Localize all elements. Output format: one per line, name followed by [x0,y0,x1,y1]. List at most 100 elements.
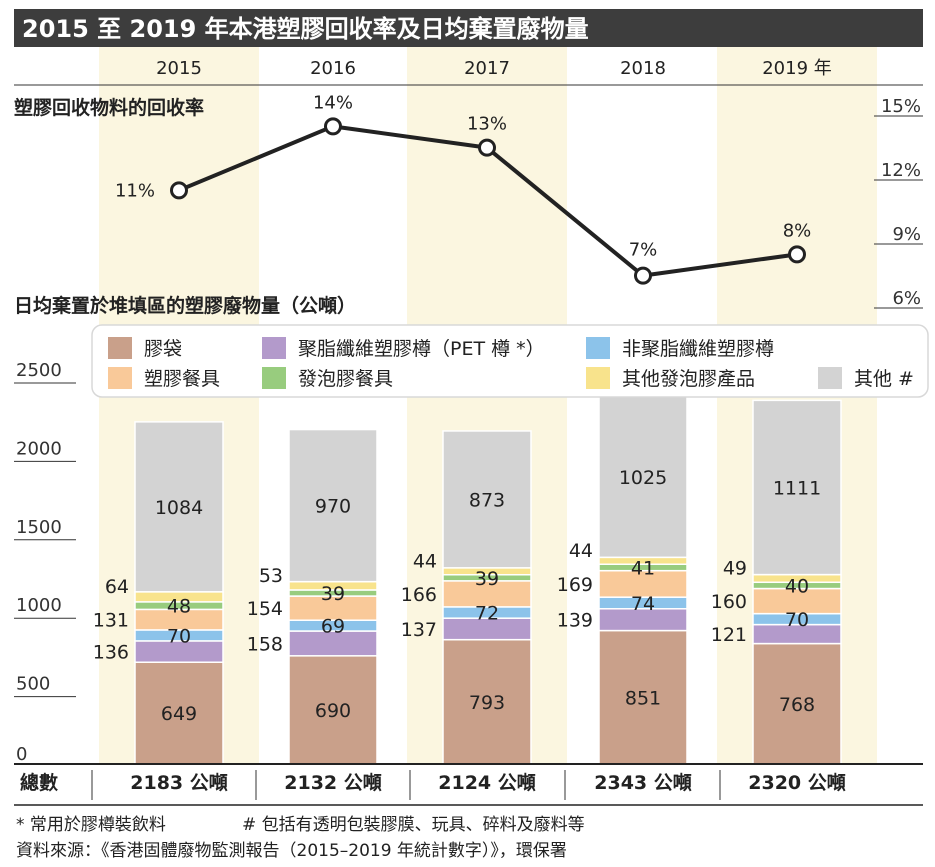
bar-value-label: 121 [711,624,747,646]
bar-segment-other [752,399,842,576]
recovery-rate-line: 11% 14% 13% 7% 8% [115,92,812,285]
legend-label: 塑膠餐具 [144,368,220,390]
bar-value-label: 970 [315,496,351,518]
year-label: 2018 [620,58,666,79]
total-value: 2124 公噸 [438,771,536,794]
bar-segment-other [598,395,688,559]
bar-value-label: 131 [93,610,129,632]
rate-tick-label: 6% [892,288,921,309]
totals-row: 2183 公噸 2132 公噸 2124 公噸 2343 公噸 2320 公噸 [91,770,846,800]
legend-label: 聚脂纖維塑膠樽（PET 樽 *） [298,338,545,360]
stacked-bars: 649 136 70 131 48 64 1084 690 158 69 154 39 53 970 793… [93,395,842,765]
total-value: 2183 公噸 [130,771,228,794]
total-value: 2320 公噸 [748,771,846,794]
bar-value-label: 1111 [773,477,821,499]
year-label: 2019 年 [762,58,832,79]
bar-chart-title: 日均棄置於堆填區的塑膠廢物量（公噸） [14,294,356,317]
bar-segment-tableware [752,587,842,615]
legend-swatch-foam [262,367,286,389]
legend-swatch-tableware [108,367,132,389]
bar-segment-bag [442,638,532,765]
total-value: 2132 公噸 [284,771,382,794]
bar-value-label: 137 [401,619,437,641]
year-label: 2017 [464,58,510,79]
footnote-other: # 包括有透明包裝膠膜、玩具、碎料及廢料等 [242,815,585,835]
line-chart-title: 塑膠回收物料的回收率 [14,96,204,119]
legend-swatch-pet [262,337,286,359]
bar-value-label: 851 [625,687,661,709]
bar-value-label: 49 [723,557,747,579]
bar-value-label: 166 [401,584,437,606]
rate-tick-label: 9% [892,224,921,245]
year-label: 2016 [310,58,356,79]
bar-value-label: 158 [247,633,283,655]
bar-value-label: 793 [469,692,505,714]
bar-value-label: 169 [557,574,593,596]
year-header: 2015 2016 2017 2018 2019 年 [156,58,832,79]
year-label: 2015 [156,58,202,79]
bar-segment-other [134,421,224,593]
bar-value-label: 154 [247,598,283,620]
bar-segment-other [288,428,378,583]
rate-tick-label: 12% [881,160,921,181]
recovery-rate-axis: 6% 9% 12% 15% [874,96,923,309]
bar-value-label: 44 [569,540,593,562]
bar-value-label: 160 [711,591,747,613]
bar-value-label: 649 [161,703,197,725]
legend-label: 其他 # [854,368,914,390]
bar-value-label: 39 [475,568,499,590]
legend-swatch-bag [108,337,132,359]
legend-box [91,324,929,398]
legend-label: 其他發泡膠產品 [622,368,755,390]
bar-value-label: 873 [469,489,505,511]
bar-value-label: 70 [167,625,191,647]
bar-value-label: 74 [631,593,655,615]
bar-value-label: 39 [321,583,345,605]
legend-label: 非聚脂纖維塑膠樽 [622,338,774,360]
rate-value-label: 13% [467,114,507,135]
bar-value-label: 72 [475,603,499,625]
bar-value-label: 64 [105,576,129,598]
rate-point [478,138,496,157]
tonnage-tick-label: 1500 [16,517,62,538]
legend-label: 膠袋 [144,338,182,360]
bar-value-label: 70 [785,609,809,631]
rate-point [170,181,188,200]
bar-value-label: 1025 [619,467,667,489]
bar-value-label: 1084 [155,497,203,519]
bar-value-label: 53 [259,565,283,587]
bar-segment-bag [288,655,378,765]
bar-value-label: 768 [779,694,815,716]
footnote-pet: * 常用於膠樽裝飲料 [16,815,166,835]
rate-point [324,117,342,136]
bar-value-label: 136 [93,642,129,664]
bar-segment-bag [134,661,224,765]
tonnage-tick-label: 0 [16,744,27,765]
bar-value-label: 69 [321,616,345,638]
rate-value-label: 11% [115,180,155,201]
bar-value-label: 41 [631,557,655,579]
bar-value-label: 139 [557,610,593,632]
rate-tick-label: 15% [881,96,921,117]
rate-value-label: 7% [629,240,658,261]
source-note: 資料來源：《香港固體廢物監測報告（2015–2019 年統計數字）》，環保署 [16,841,567,861]
bar-value-label: 40 [785,575,809,597]
tonnage-axis: 0 500 1000 1500 2000 2500 [14,360,76,765]
legend-swatch-nonpet [586,337,610,359]
rate-value-label: 8% [783,220,812,241]
bar-segment-pet [288,630,378,657]
bar-segment-tableware [288,595,378,621]
bar-value-label: 690 [315,700,351,722]
rate-point [634,266,652,285]
tonnage-tick-label: 2500 [16,360,62,381]
legend-swatch-other [818,367,842,389]
tonnage-tick-label: 500 [16,674,50,695]
bar-value-label: 44 [413,550,437,572]
bar-segment-other [442,430,532,569]
chart-title: 2015 至 2019 年本港塑膠回收率及日均棄置廢物量 [22,15,589,43]
rate-value-label: 14% [313,92,353,113]
title-bar [14,9,923,47]
legend-label: 發泡膠餐具 [298,368,393,390]
